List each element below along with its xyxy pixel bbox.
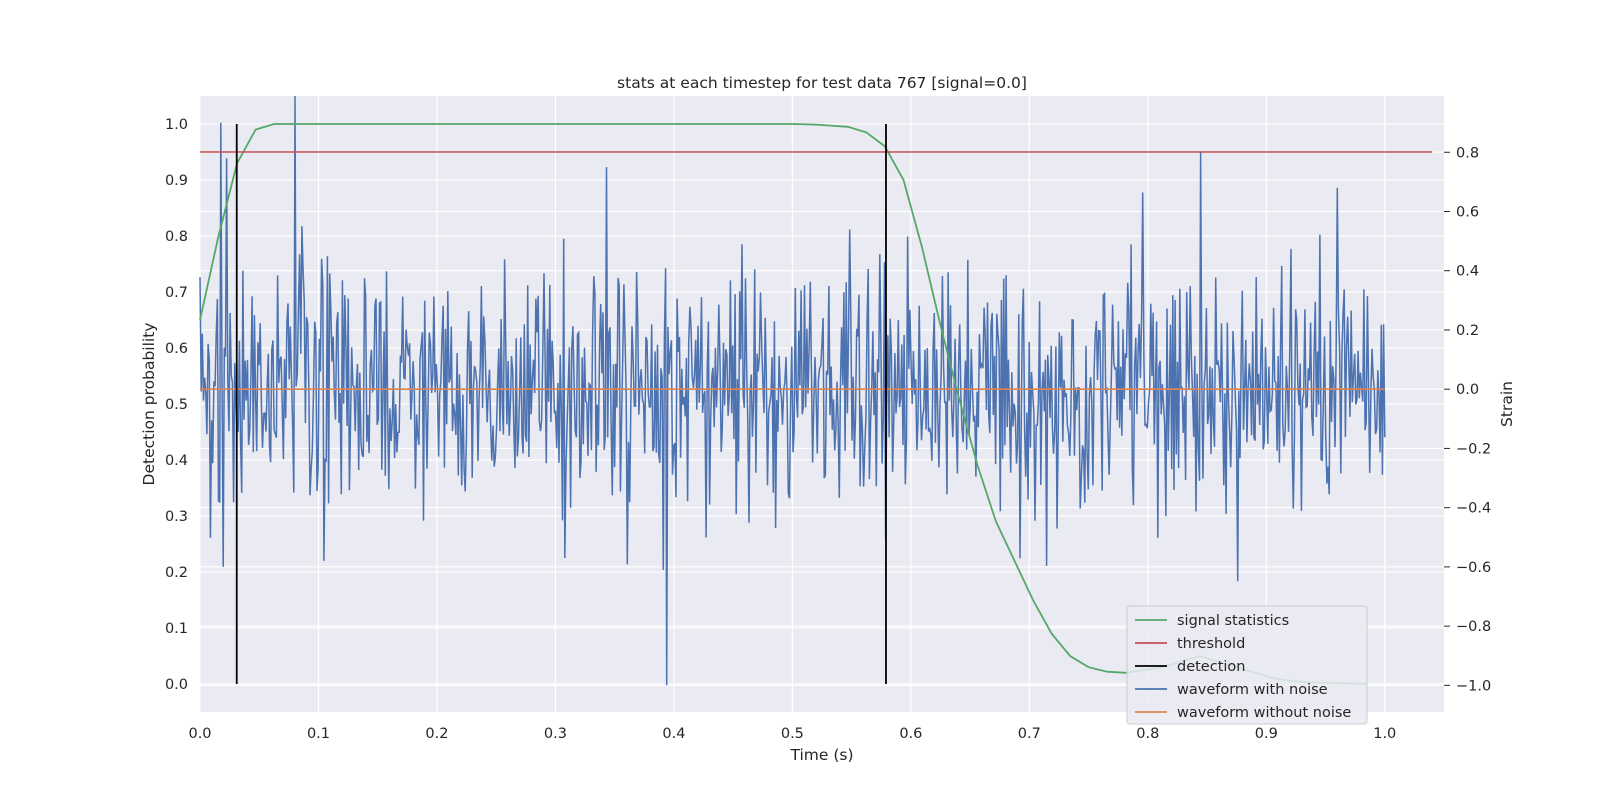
y-left-tick-label: 1.0 bbox=[165, 117, 188, 133]
x-tick-label: 0.8 bbox=[1136, 726, 1159, 742]
y-left-tick-label: 0.3 bbox=[165, 509, 188, 525]
y-left-tick-label: 0.8 bbox=[165, 229, 188, 245]
y-right-tick-label: −0.2 bbox=[1456, 441, 1491, 457]
y-right-tick-label: 0.4 bbox=[1456, 264, 1479, 280]
y-axis-right-label: Strain bbox=[1498, 381, 1516, 427]
y-right-tick-label: −0.8 bbox=[1456, 619, 1491, 635]
y-right-tick-label: −0.4 bbox=[1456, 501, 1491, 517]
y-axis-left-label: Detection probability bbox=[140, 323, 158, 486]
tick-layer: 0.0 0.1 0.2 0.3 0.4 0.5 0.6 0.7 0.8 0.9 1.0 0.0 0.1 0… bbox=[165, 117, 1491, 742]
x-tick-label: 0.1 bbox=[307, 726, 330, 742]
x-tick-label: 1.0 bbox=[1373, 726, 1396, 742]
legend-label: waveform with noise bbox=[1177, 682, 1328, 698]
x-tick-label: 0.2 bbox=[425, 726, 448, 742]
y-right-tick-label: 0.8 bbox=[1456, 145, 1479, 161]
legend-label: waveform without noise bbox=[1177, 705, 1351, 721]
chart-title: stats at each timestep for test data 767… bbox=[617, 74, 1027, 92]
y-left-tick-label: 0.1 bbox=[165, 621, 188, 637]
x-tick-label: 0.3 bbox=[544, 726, 567, 742]
x-tick-label: 0.7 bbox=[1018, 726, 1041, 742]
y-right-tick-label: −0.6 bbox=[1456, 560, 1491, 576]
legend-label: threshold bbox=[1177, 636, 1245, 652]
y-right-tick-label: −1.0 bbox=[1456, 678, 1491, 694]
x-axis-label: Time (s) bbox=[789, 746, 853, 764]
x-tick-label: 0.9 bbox=[1255, 726, 1278, 742]
y-left-tick-label: 0.5 bbox=[165, 397, 188, 413]
y-left-tick-label: 0.7 bbox=[165, 285, 188, 301]
y-right-tick-label: 0.6 bbox=[1456, 205, 1479, 221]
x-tick-label: 0.5 bbox=[781, 726, 804, 742]
y-left-tick-label: 0.6 bbox=[165, 341, 188, 357]
y-left-tick-label: 0.4 bbox=[165, 453, 188, 469]
y-right-tick-label: 0.2 bbox=[1456, 323, 1479, 339]
legend-label: detection bbox=[1177, 659, 1245, 675]
legend: signal statistics threshold detection wavef… bbox=[1126, 605, 1368, 725]
x-tick-label: 0.6 bbox=[899, 726, 922, 742]
y-right-tick-label: 0.0 bbox=[1456, 382, 1479, 398]
x-tick-label: 0.4 bbox=[662, 726, 685, 742]
legend-label: signal statistics bbox=[1177, 613, 1289, 629]
y-left-tick-label: 0.9 bbox=[165, 173, 188, 189]
waveform-with-noise-line bbox=[199, 95, 1386, 686]
x-tick-label: 0.0 bbox=[188, 726, 211, 742]
legend-box bbox=[1126, 605, 1368, 725]
y-left-tick-label: 0.0 bbox=[165, 677, 188, 693]
y-left-tick-label: 0.2 bbox=[165, 565, 188, 581]
